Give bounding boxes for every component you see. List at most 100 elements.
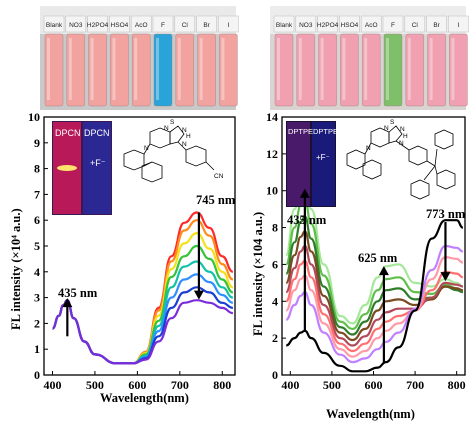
y-tick-label: 0	[272, 368, 278, 382]
left-chart-arrows	[62, 212, 204, 337]
right-chart-ticks: 400 500 600 700 800 0 2 4 6 8 10 12 14	[266, 110, 466, 392]
vial-cap	[360, 15, 382, 33]
vial-highlight	[68, 38, 72, 100]
right-molecule-bond-2	[395, 140, 410, 151]
vial-label: Cl	[182, 22, 189, 29]
y-tick-label: 9	[34, 136, 40, 150]
vial-solution	[110, 33, 129, 107]
vial-cap	[404, 15, 426, 33]
vial-label: Blank	[276, 22, 293, 29]
right-molecule-bond-6	[423, 165, 436, 181]
vial-solution	[318, 33, 337, 107]
left-inset-label-3: +F⁻	[90, 158, 106, 168]
y-tick-label: 14	[266, 110, 278, 124]
left-chart-ticks: 400 500 600 700 800 0 1 2 3 4 5 6 7 8 9 10	[28, 110, 231, 392]
vial-cap	[87, 15, 108, 33]
x-tick-label: 500	[86, 378, 104, 392]
right-molecule-ring-5	[408, 145, 428, 166]
vial-highlight	[277, 38, 280, 100]
series-line-7	[285, 256, 464, 358]
vial-cap	[65, 15, 87, 33]
left-molecule-label-n2: N	[182, 127, 187, 134]
series-line-5	[51, 260, 234, 365]
left-molecule-label-n3: N	[144, 145, 149, 152]
vial-cap	[174, 15, 196, 33]
right-inset-photo: DPTPE DPTPE +F⁻	[286, 121, 338, 207]
right-molecule-ring-2	[388, 125, 403, 144]
vial-cap	[426, 15, 447, 33]
vial-solution	[427, 33, 446, 107]
vial-label: Blank	[46, 22, 63, 29]
y-tick-label: 4	[34, 265, 40, 279]
right-molecule-bond-5	[434, 165, 438, 175]
vial-cap	[196, 15, 217, 33]
y-tick-label: 6	[272, 257, 278, 271]
right-molecule-structure	[346, 125, 456, 200]
vial-highlight	[134, 38, 138, 100]
vial-highlight	[429, 38, 433, 100]
x-tick-label: 700	[406, 378, 424, 392]
vial-highlight	[221, 38, 225, 100]
vial-label: Br	[203, 22, 210, 29]
right-molecule-label-n2: N	[400, 126, 405, 133]
series-line-4	[285, 230, 463, 342]
right-molecule-label-s: S	[390, 119, 395, 126]
y-tick-label: 10	[266, 184, 278, 198]
right-inset-vial-1	[287, 122, 310, 206]
vial-solution	[296, 33, 315, 107]
vial-cap	[295, 15, 317, 33]
y-tick-label: 1	[34, 342, 40, 356]
left-molecule-bond-3	[177, 141, 187, 151]
left-chart: 400 500 600 700 800 0 1 2 3 4 5 6 7 8 9 10 DPCN DPCN +F…	[9, 110, 236, 405]
right-annotation-435: 435 nm	[287, 213, 327, 227]
left-molecule-label-n4: N	[182, 141, 187, 148]
vial-solution	[153, 33, 173, 107]
vial-solution	[362, 33, 381, 107]
left-molecule-bond-2	[143, 161, 153, 167]
vial-solution	[274, 33, 294, 107]
left-inset-vial-2	[83, 122, 111, 214]
vial-label: NO3	[69, 22, 83, 29]
left-molecule-label-h: H	[186, 133, 191, 140]
vial-highlight	[407, 38, 411, 100]
y-tick-label: 2	[34, 316, 40, 330]
x-tick-label: 600	[128, 378, 146, 392]
vial-solution	[88, 33, 107, 107]
right-x-axis-label: Wavelength(nm)	[326, 407, 415, 421]
right-molecule-ring-6	[434, 129, 454, 150]
y-tick-label: 5	[34, 239, 40, 253]
left-y-axis-label: FL intensity (×10⁴ a.u.)	[9, 208, 23, 330]
vial-solution	[44, 33, 64, 107]
vial-highlight	[298, 38, 302, 100]
left-molecule-ring-5	[185, 145, 207, 167]
vial-label: H2PO4	[317, 22, 339, 29]
vial-highlight	[47, 38, 50, 100]
series-line-8	[285, 244, 464, 364]
left-molecule-bond-4	[205, 161, 215, 171]
right-chart-frame	[281, 116, 466, 376]
vial-label: H2PO4	[87, 22, 109, 29]
right-molecule-ring-4	[362, 159, 382, 180]
vial-cap	[152, 15, 174, 33]
y-tick-label: 7	[34, 187, 40, 201]
vial-label: AcO	[365, 22, 378, 29]
y-tick-label: 0	[34, 368, 40, 382]
vial-solution	[197, 33, 216, 107]
left-arrow-745-head	[193, 290, 204, 300]
right-arrow-435-head	[299, 188, 310, 198]
vial-highlight	[199, 38, 203, 100]
vial-solution	[405, 33, 424, 107]
vial-solution	[175, 33, 195, 107]
vial-label: NO3	[299, 22, 313, 29]
right-inset-label-1: DPTPE	[288, 127, 313, 136]
vial-solution	[66, 33, 86, 107]
left-annotation-435: 435 nm	[58, 286, 98, 300]
vial-label: F	[161, 22, 165, 29]
vial-solution	[131, 33, 151, 107]
vial-highlight	[90, 38, 94, 100]
vial-solution	[449, 33, 468, 107]
vial-highlight	[364, 38, 368, 100]
x-tick-label: 500	[323, 378, 341, 392]
right-molecule-bond-4	[434, 148, 438, 167]
